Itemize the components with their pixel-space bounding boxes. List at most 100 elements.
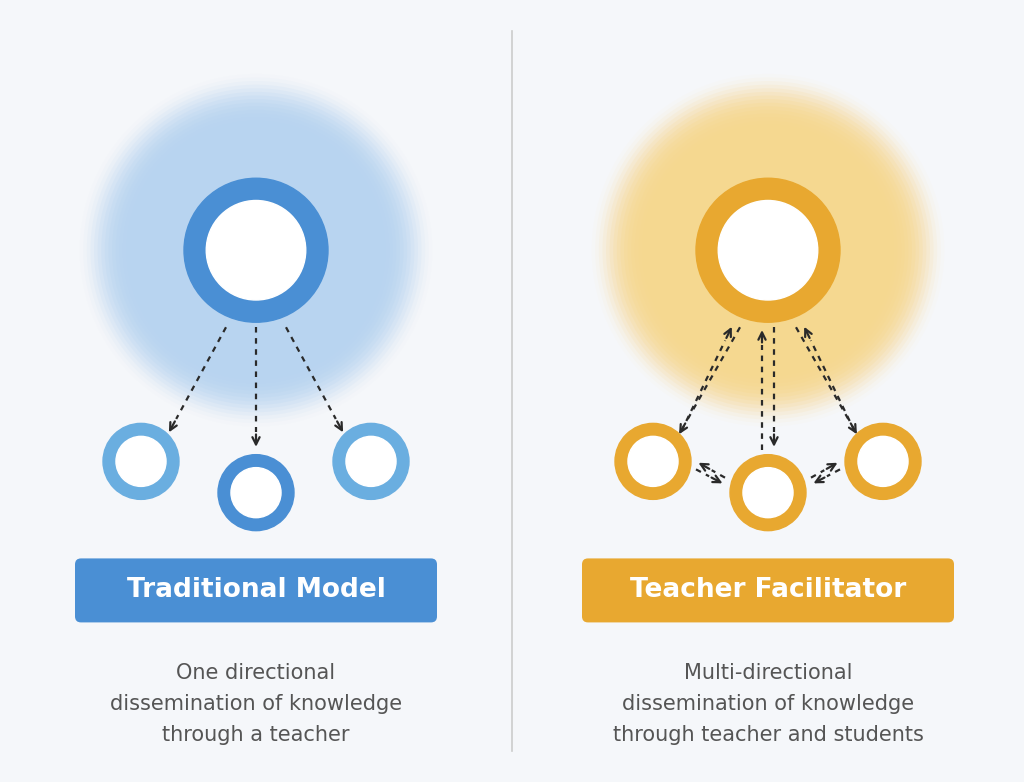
Circle shape (735, 218, 801, 282)
Circle shape (616, 99, 920, 401)
Text: Multi-directional
dissemination of knowledge
through teacher and students: Multi-directional dissemination of knowl… (612, 662, 924, 745)
Circle shape (144, 138, 368, 362)
Circle shape (184, 178, 328, 322)
Circle shape (140, 135, 372, 365)
Circle shape (234, 471, 278, 515)
Circle shape (685, 167, 851, 333)
Circle shape (631, 113, 905, 387)
Circle shape (615, 423, 691, 500)
Circle shape (195, 189, 317, 311)
Circle shape (119, 439, 163, 483)
Circle shape (234, 228, 278, 272)
Circle shape (206, 200, 306, 300)
Circle shape (732, 214, 804, 286)
Circle shape (628, 436, 678, 486)
Circle shape (711, 192, 825, 308)
Circle shape (609, 91, 927, 409)
Circle shape (599, 81, 937, 419)
Circle shape (746, 228, 790, 272)
Circle shape (116, 436, 166, 486)
Circle shape (845, 423, 921, 500)
Circle shape (602, 84, 934, 416)
Circle shape (213, 207, 299, 293)
Circle shape (97, 91, 415, 409)
Circle shape (180, 174, 332, 326)
Circle shape (191, 185, 321, 315)
Circle shape (718, 200, 818, 300)
Circle shape (718, 200, 818, 300)
Circle shape (621, 102, 915, 398)
Circle shape (177, 171, 335, 329)
Circle shape (696, 178, 840, 322)
Circle shape (212, 206, 300, 294)
Circle shape (126, 120, 386, 380)
Circle shape (606, 88, 930, 412)
Circle shape (696, 178, 840, 322)
Circle shape (750, 232, 786, 268)
Circle shape (675, 156, 861, 344)
Circle shape (187, 182, 325, 318)
Circle shape (645, 127, 891, 373)
Circle shape (671, 153, 865, 347)
Circle shape (714, 196, 822, 304)
Circle shape (216, 210, 296, 290)
Circle shape (231, 468, 281, 518)
Circle shape (152, 145, 360, 355)
Circle shape (664, 145, 872, 355)
Circle shape (656, 138, 880, 362)
Circle shape (742, 225, 794, 275)
Circle shape (761, 243, 775, 257)
Circle shape (184, 178, 328, 322)
Circle shape (223, 218, 289, 282)
Circle shape (730, 454, 806, 531)
FancyBboxPatch shape (582, 558, 954, 622)
Circle shape (119, 113, 393, 387)
Circle shape (739, 221, 797, 279)
Circle shape (699, 182, 837, 318)
Circle shape (333, 423, 409, 500)
Circle shape (220, 214, 292, 286)
Circle shape (692, 174, 844, 326)
Circle shape (754, 236, 782, 264)
Circle shape (346, 436, 396, 486)
Circle shape (238, 232, 274, 268)
Circle shape (249, 243, 263, 257)
Circle shape (123, 117, 389, 383)
Circle shape (116, 109, 396, 391)
Circle shape (861, 439, 905, 483)
Circle shape (660, 142, 876, 358)
Circle shape (206, 200, 306, 300)
Circle shape (628, 109, 908, 391)
Circle shape (101, 95, 411, 405)
Circle shape (349, 439, 393, 483)
Circle shape (209, 203, 303, 297)
Circle shape (137, 131, 375, 369)
Circle shape (638, 120, 898, 380)
Circle shape (173, 167, 339, 333)
Circle shape (725, 207, 811, 293)
Circle shape (163, 156, 349, 344)
Circle shape (703, 185, 833, 315)
Circle shape (707, 189, 829, 311)
Circle shape (166, 160, 346, 340)
Circle shape (678, 160, 858, 340)
Text: One directional
dissemination of knowledge
through a teacher: One directional dissemination of knowled… (110, 662, 402, 745)
Circle shape (682, 164, 854, 336)
Circle shape (595, 77, 941, 423)
Circle shape (159, 153, 353, 347)
Circle shape (87, 81, 425, 419)
Circle shape (649, 131, 887, 369)
Circle shape (94, 88, 418, 412)
Circle shape (743, 468, 793, 518)
Circle shape (104, 99, 408, 401)
Circle shape (83, 77, 429, 423)
Circle shape (199, 192, 313, 308)
Circle shape (109, 102, 403, 398)
Circle shape (252, 246, 260, 254)
Text: Traditional Model: Traditional Model (127, 577, 385, 604)
Circle shape (728, 210, 808, 290)
Circle shape (764, 246, 772, 254)
Circle shape (242, 236, 270, 264)
Circle shape (245, 239, 267, 261)
Circle shape (90, 84, 422, 416)
